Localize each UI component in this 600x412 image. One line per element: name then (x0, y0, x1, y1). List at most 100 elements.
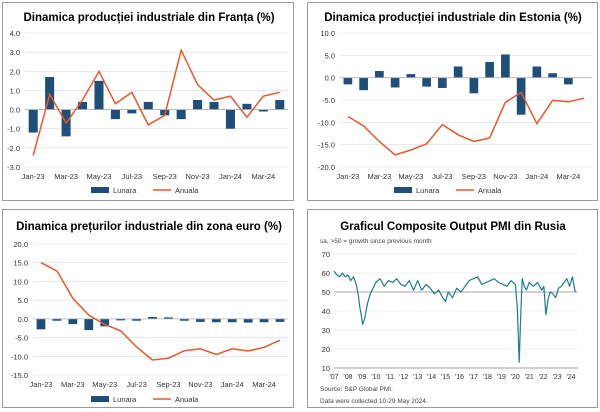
legend: Lunara Anuala (394, 186, 502, 195)
chart-panel-russia-pmi: Graficul Composite Output PMI din Rusia … (307, 209, 598, 408)
y-tick-label: 40 (322, 307, 330, 316)
x-tick-label: Mar-24 (251, 172, 275, 181)
bar-lunara (227, 318, 237, 323)
y-tick-label: -3.0 (7, 163, 20, 172)
bar-lunara (438, 77, 447, 88)
legend-label-lunara: Lunara (113, 395, 137, 404)
bar-lunara (164, 317, 173, 319)
bar-lunara (36, 318, 46, 330)
x-tick-label: Mar-23 (367, 172, 391, 181)
x-tick-label: Nov-23 (188, 380, 212, 389)
y-tick-label: 60 (322, 269, 330, 278)
y-tick-label: 30 (322, 326, 330, 335)
x-tick-label: Jan-24 (219, 172, 242, 181)
y-tick-label: 5.0 (325, 51, 335, 60)
bar-lunara (84, 318, 94, 331)
y-tick-label: 15.0 (13, 259, 28, 268)
bar-lunara (242, 103, 252, 110)
bar-lunara (110, 109, 120, 120)
chart-russia-pmi: Graficul Composite Output PMI din Rusia … (320, 221, 578, 405)
x-tick-label: Sep-23 (153, 172, 177, 181)
bar-lunara (406, 74, 416, 78)
bar-lunara (180, 318, 189, 321)
x-tick-label: '08 (343, 374, 352, 381)
bar-lunara (259, 318, 269, 323)
chart-subtitle: sa, >50 = growth since previous month (320, 238, 432, 245)
y-tick-label: 2.0 (10, 67, 20, 76)
series-line-anuala (347, 91, 585, 156)
bar-lunara (28, 109, 38, 133)
bar-lunara (548, 73, 557, 78)
x-tick-label: Jan-23 (30, 380, 53, 389)
bar-lunara (275, 318, 285, 322)
series-line-anuala (32, 47, 280, 156)
bar-lunara (532, 66, 542, 78)
bar-lunara (243, 318, 253, 323)
series-line-anuala (40, 262, 281, 361)
x-tick-label: '14 (427, 374, 436, 381)
x-tick-label: Jan-24 (525, 172, 548, 181)
bar-lunara (127, 109, 137, 114)
bar-lunara (116, 318, 126, 321)
bar-lunara (258, 109, 268, 112)
bar-lunara (68, 318, 78, 325)
x-tick-label: '20 (511, 374, 520, 381)
bar-lunara (275, 100, 285, 110)
y-tick-label: 4.0 (10, 29, 20, 38)
y-tick-label: 10 (322, 364, 330, 373)
y-tick-label: 3.0 (10, 48, 20, 57)
y-tick-label: -5.0 (15, 334, 28, 343)
x-tick-label: '21 (525, 374, 534, 381)
legend: Lunara Anuala (91, 395, 199, 404)
bar-lunara (343, 77, 353, 85)
x-tick-label: '22 (539, 374, 548, 381)
x-tick-label: '18 (483, 374, 492, 381)
x-tick-label: Sep-23 (462, 172, 486, 181)
x-tick-label: May-23 (92, 380, 117, 389)
y-tick-label: 20.0 (13, 240, 28, 249)
x-tick-label: Mar-23 (61, 380, 85, 389)
x-tick-label: '15 (441, 374, 450, 381)
y-tick-label: -15.0 (318, 141, 335, 150)
x-tick-label: '09 (357, 374, 366, 381)
bar-lunara (143, 101, 153, 110)
x-tick-label: '24 (566, 374, 575, 381)
bar-lunara (422, 77, 431, 87)
chart-title: Dinamica prețurilor industriale din zona… (16, 221, 282, 233)
x-tick-label: Jul-23 (126, 380, 146, 389)
chart-title: Graficul Composite Output PMI din Rusia (340, 221, 566, 233)
bar-lunara (501, 54, 510, 78)
collection-note: Data were collected 10-29 May 2024. (320, 398, 428, 405)
bar-lunara (359, 77, 368, 91)
chart-france: Dinamica producției industriale din Fran… (7, 12, 288, 195)
chart-panel-france: Dinamica producției industriale din Fran… (2, 2, 294, 201)
legend-label-anuala: Anuala (175, 186, 199, 195)
bar-lunara (390, 77, 400, 88)
bar-lunara (195, 318, 205, 322)
y-tick-label: -20.0 (318, 163, 335, 172)
x-tick-label: Jul-23 (432, 172, 452, 181)
chart-panel-estonia: Dinamica producției industriale din Esto… (307, 2, 598, 201)
legend-swatch-lunara (394, 187, 412, 193)
bar-lunara (78, 101, 88, 110)
legend-swatch-lunara (91, 396, 109, 402)
chart-title: Dinamica producției industriale din Esto… (324, 12, 582, 24)
chart-panel-eurozone: Dinamica prețurilor industriale din zona… (2, 209, 294, 408)
y-tick-label: -5.0 (322, 96, 335, 105)
bar-lunara (132, 318, 141, 321)
x-tick-label: '17 (469, 374, 478, 381)
chart-eurozone: Dinamica prețurilor industriale din zona… (11, 221, 288, 404)
bar-lunara (193, 100, 203, 110)
y-tick-label: -1.0 (7, 125, 20, 134)
bar-lunara (148, 316, 157, 319)
x-tick-label: Sep-23 (156, 380, 180, 389)
y-tick-label: 10.0 (13, 277, 28, 286)
legend-label-anuala: Anuala (175, 395, 199, 404)
x-tick-label: May-23 (86, 172, 111, 181)
bar-lunara (485, 62, 494, 78)
chart-estonia: Dinamica producției industriale din Esto… (318, 12, 592, 195)
bar-lunara (516, 77, 526, 115)
x-tick-label: '13 (413, 374, 422, 381)
legend: Lunara Anuala (91, 186, 199, 195)
y-tick-label: 0.0 (18, 315, 28, 324)
